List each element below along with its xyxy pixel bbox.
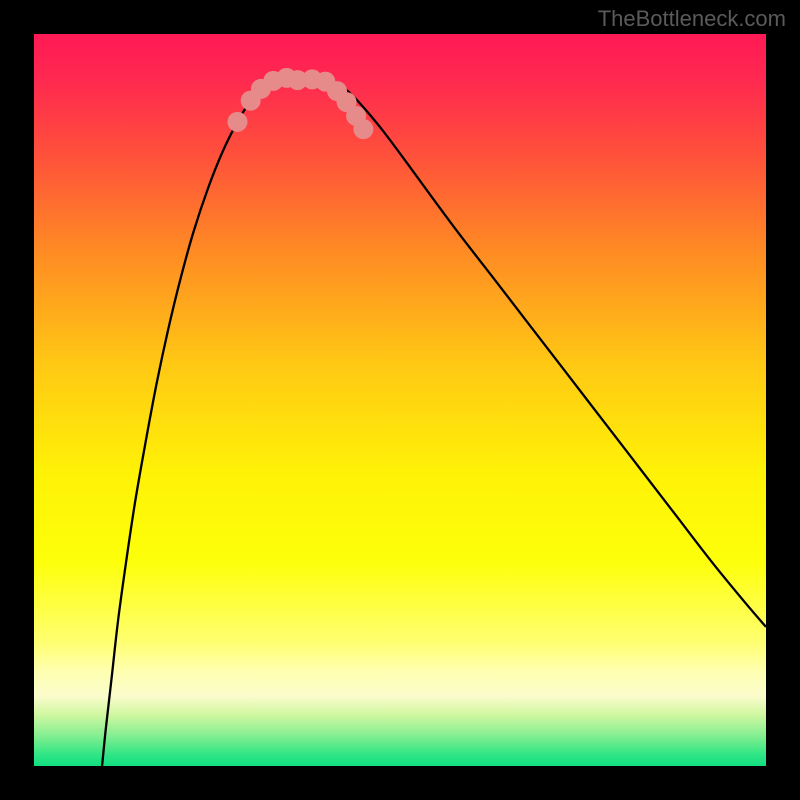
left-curve — [102, 81, 273, 766]
plot-area — [34, 34, 766, 766]
marker-dot — [227, 112, 247, 132]
markers-group — [227, 68, 373, 139]
marker-dot — [353, 119, 373, 139]
curve-layer — [34, 34, 766, 766]
watermark-text: TheBottleneck.com — [598, 6, 786, 32]
right-curve — [330, 81, 766, 627]
